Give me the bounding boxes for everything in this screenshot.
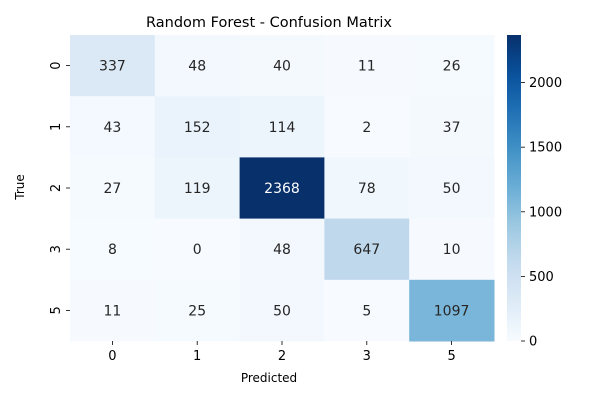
cell-r1-c0 (70, 96, 156, 158)
cell-r4-c1 (154, 279, 241, 342)
cell-r3-c4 (409, 218, 495, 281)
cell-label-r1-c3: 2 (362, 120, 371, 136)
cell-label-r0-c4: 26 (443, 59, 461, 75)
colorbar-tick-label-4: 2000 (529, 76, 562, 91)
heatmap-cells (70, 35, 495, 342)
cell-r0-c1 (154, 35, 241, 97)
cell-label-r0-c0: 337 (99, 59, 126, 75)
cell-r4-c4 (409, 279, 495, 342)
cell-label-r2-c4: 50 (443, 181, 461, 197)
y-axis: 0 1 2 3 5 (49, 61, 70, 315)
cell-label-r0-c3: 11 (358, 59, 376, 75)
chart-title: Random Forest - Confusion Matrix (146, 15, 392, 31)
cell-label-r3-c1: 0 (193, 242, 202, 258)
cell-annotations: 337 48 40 11 26 43 152 114 2 37 27 119 2368 78 50 8 0 48 6… (99, 59, 469, 320)
x-tick-label-4: 5 (447, 349, 455, 364)
cell-label-r3-c2: 48 (273, 242, 291, 258)
cell-label-r3-c3: 647 (353, 242, 380, 258)
y-tick-label-0: 0 (49, 61, 64, 69)
cell-r4-c0 (70, 279, 156, 342)
colorbar-tick-label-0: 0 (529, 335, 537, 350)
x-axis: 0 1 2 3 5 (108, 341, 456, 364)
cell-r3-c2 (239, 218, 325, 281)
colorbar-tick-label-1: 500 (529, 270, 554, 285)
colorbar-tick-label-3: 1500 (529, 141, 562, 156)
x-tick-label-2: 2 (278, 349, 286, 364)
x-tick-label-0: 0 (108, 349, 116, 364)
cell-label-r2-c2: 2368 (264, 181, 300, 197)
colorbar: 0 500 1000 1500 2000 (507, 35, 562, 350)
cell-r3-c3 (324, 218, 410, 281)
cell-r1-c4 (409, 96, 495, 158)
cell-r4-c3 (324, 279, 410, 342)
colorbar-gradient (507, 35, 521, 341)
cell-r0-c4 (409, 35, 495, 97)
cell-r0-c2 (239, 35, 325, 97)
cell-label-r2-c3: 78 (358, 181, 376, 197)
cell-r2-c4 (409, 157, 495, 220)
cell-r2-c1 (154, 157, 241, 220)
cell-label-r3-c4: 10 (443, 242, 461, 258)
cell-label-r2-c1: 119 (184, 181, 211, 197)
cell-label-r1-c1: 152 (184, 120, 211, 136)
cell-r4-c2 (239, 279, 325, 342)
cell-label-r2-c0: 27 (103, 181, 121, 197)
colorbar-tick-label-2: 1000 (529, 205, 562, 220)
cell-label-r4-c4: 1097 (434, 303, 470, 319)
x-tick-label-1: 1 (193, 349, 201, 364)
y-axis-label: True (13, 174, 27, 201)
cell-r2-c0 (70, 157, 156, 220)
cell-label-r0-c1: 48 (188, 59, 206, 75)
cell-r3-c1 (154, 218, 241, 281)
cell-r1-c1 (154, 96, 241, 158)
y-tick-label-4: 5 (49, 306, 64, 314)
cell-label-r1-c4: 37 (443, 120, 461, 136)
y-tick-label-2: 2 (49, 184, 64, 192)
cell-r1-c3 (324, 96, 410, 158)
cell-label-r4-c0: 11 (103, 303, 121, 319)
cell-label-r4-c1: 25 (188, 303, 206, 319)
cell-label-r0-c2: 40 (273, 59, 291, 75)
cell-label-r1-c0: 43 (103, 120, 121, 136)
x-axis-label: Predicted (241, 371, 297, 385)
y-tick-label-1: 1 (49, 123, 64, 131)
cell-label-r1-c2: 114 (269, 120, 296, 136)
cell-r2-c3 (324, 157, 410, 220)
cell-label-r4-c2: 50 (273, 303, 291, 319)
y-tick-label-3: 3 (49, 245, 64, 253)
cell-label-r3-c0: 8 (108, 242, 117, 258)
cell-r2-c2 (239, 157, 325, 220)
cell-r1-c2 (239, 96, 325, 158)
cell-label-r4-c3: 5 (362, 303, 371, 319)
x-tick-label-3: 3 (363, 349, 371, 364)
cell-r0-c3 (324, 35, 410, 97)
cell-r3-c0 (70, 218, 156, 281)
cell-r0-c0 (70, 35, 156, 97)
